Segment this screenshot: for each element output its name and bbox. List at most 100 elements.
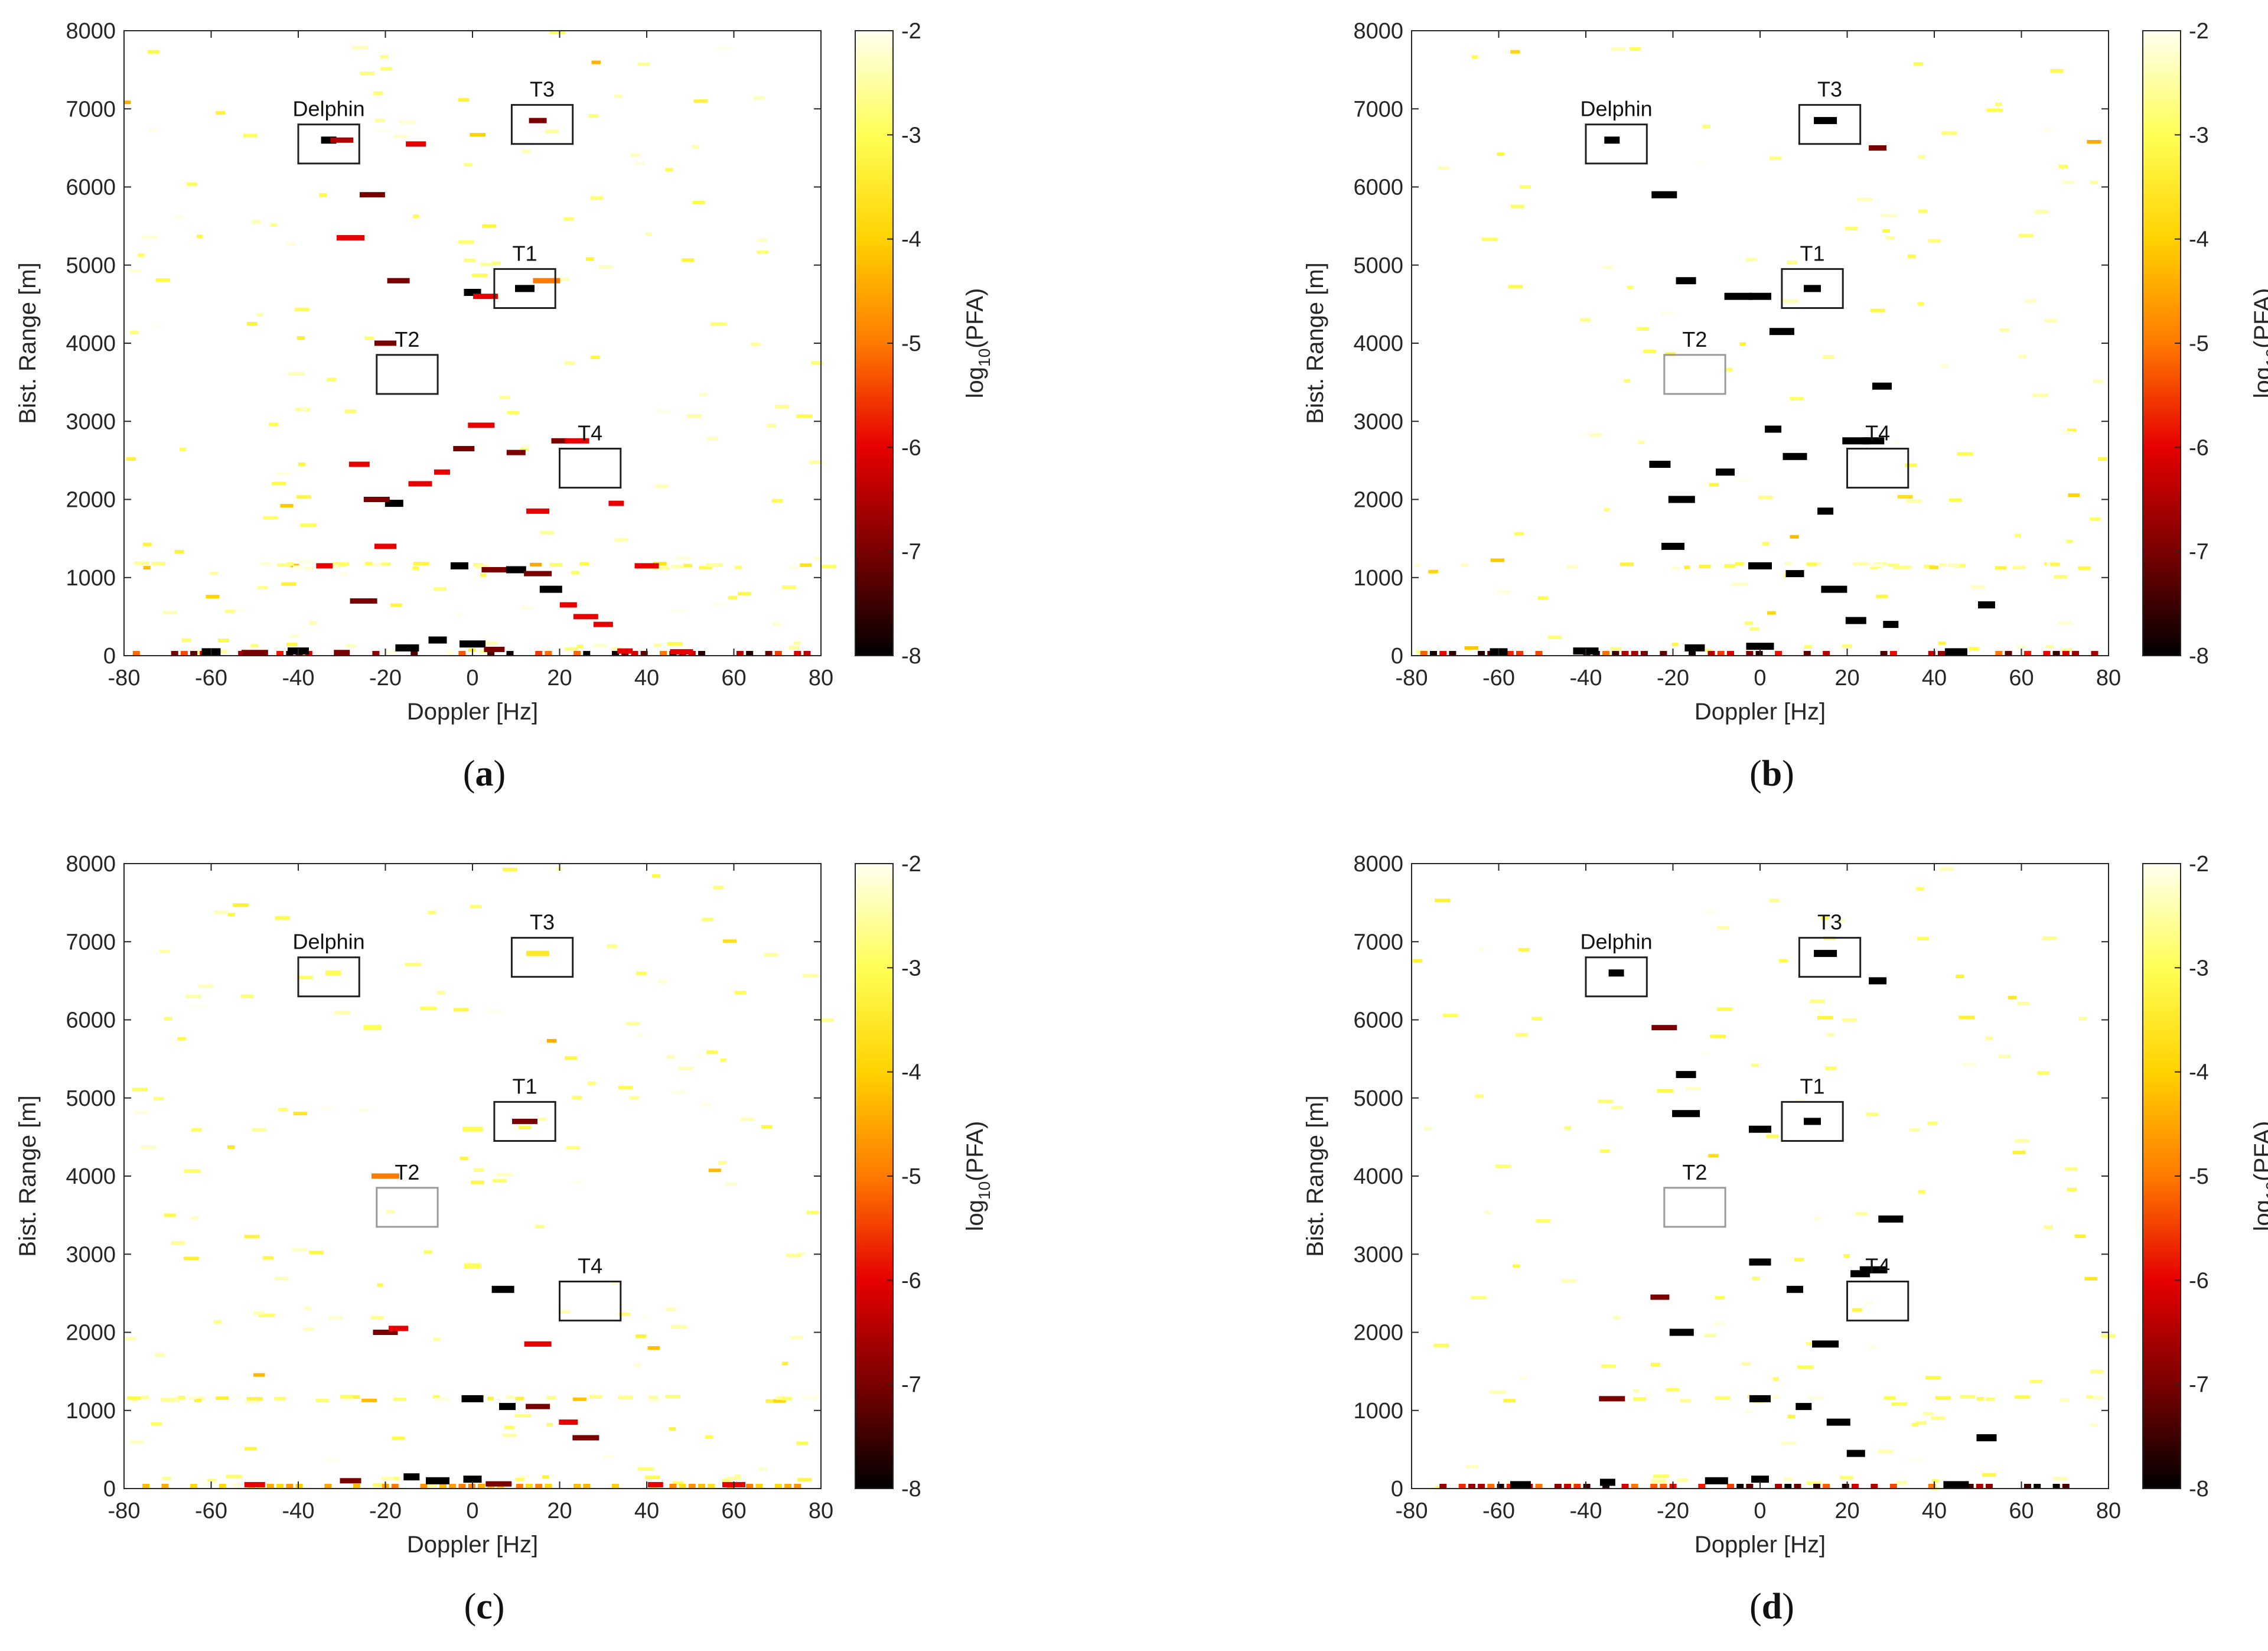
clutter-cell xyxy=(1470,1295,1487,1300)
clutter-cell xyxy=(1716,926,1729,930)
clutter-cell xyxy=(819,1018,834,1022)
clutter-cell xyxy=(591,356,600,360)
colorbar-label-main: log xyxy=(2250,367,2268,398)
x-tick-label: 60 xyxy=(721,1499,746,1523)
ground-clutter-cell xyxy=(372,651,380,656)
ground-clutter-cell xyxy=(698,651,705,656)
clutter-cell xyxy=(734,991,747,995)
clutter-cell xyxy=(2067,428,2077,432)
caption-letter: d xyxy=(1762,1587,1782,1627)
clutter-cell xyxy=(2062,180,2075,184)
colorbar-label-main: log xyxy=(962,1200,988,1231)
clutter-cell xyxy=(420,1007,436,1011)
clutter-cell xyxy=(2058,621,2073,625)
clutter-cell xyxy=(243,133,258,138)
colorbar-tick-label: -8 xyxy=(2189,644,2209,669)
ground-clutter-cell xyxy=(1621,1484,1629,1489)
clutter-cell xyxy=(503,867,518,871)
clutter-cell xyxy=(1531,1017,1542,1021)
x-tick-label: -80 xyxy=(108,666,141,691)
detection-cell xyxy=(481,567,507,572)
clutter-cell xyxy=(535,1225,545,1229)
clutter-cell xyxy=(190,1396,197,1400)
clutter-cell xyxy=(1960,1395,1976,1399)
clutter-cell xyxy=(1915,1421,1927,1425)
target-label: T3 xyxy=(530,910,555,934)
clutter-cell xyxy=(518,1475,529,1479)
clutter-cell xyxy=(1957,452,1973,456)
target-box-t2 xyxy=(1663,354,1726,395)
clutter-cell xyxy=(187,182,198,186)
clutter-cell xyxy=(1712,1322,1726,1326)
clutter-cell xyxy=(1956,975,1964,979)
clutter-cell xyxy=(415,562,423,565)
detection-cell xyxy=(374,543,396,549)
clutter-cell xyxy=(141,235,158,239)
clutter-cell xyxy=(134,1111,148,1115)
clutter-cell xyxy=(687,414,702,418)
clutter-cell xyxy=(782,585,797,590)
clutter-cell xyxy=(1893,565,1909,569)
clutter-cell xyxy=(1633,1397,1646,1401)
ground-clutter-cell xyxy=(774,1484,782,1489)
clutter-cell xyxy=(481,641,498,646)
clutter-cell xyxy=(2090,1369,2104,1373)
clutter-cell xyxy=(637,1033,644,1037)
detection-cell xyxy=(462,1126,483,1132)
clutter-cell xyxy=(1471,55,1478,59)
ground-clutter-cell xyxy=(171,651,178,656)
detection-cell xyxy=(1795,1403,1812,1411)
target-box-t1 xyxy=(493,268,556,309)
clutter-cell xyxy=(1705,649,1712,653)
clutter-cell xyxy=(244,1235,260,1239)
clutter-cell xyxy=(592,644,608,648)
clutter-cell xyxy=(1633,1389,1639,1393)
y-tick-label: 8000 xyxy=(1353,852,1403,877)
ground-clutter-cell xyxy=(1995,651,2003,656)
ground-clutter-cell xyxy=(1746,651,1754,656)
ground-clutter-cell xyxy=(669,1484,677,1489)
clutter-cell xyxy=(251,220,260,224)
ground-clutter-cell xyxy=(2005,651,2012,656)
clutter-cell xyxy=(352,45,369,50)
clutter-cell xyxy=(670,610,685,614)
clutter-cell xyxy=(1794,1099,1808,1103)
clutter-cell xyxy=(304,566,314,570)
clutter-cell xyxy=(738,592,751,596)
x-tick-label: 40 xyxy=(634,1499,659,1523)
clutter-cell xyxy=(480,262,493,266)
clutter-cell xyxy=(1685,1087,1701,1090)
clutter-cell xyxy=(2018,354,2026,359)
clutter-cell xyxy=(1917,937,1929,940)
target-box-delphin xyxy=(297,956,360,998)
clutter-cell xyxy=(1869,1345,1876,1349)
clutter-cell xyxy=(1918,209,1928,213)
clutter-cell xyxy=(1428,569,1438,574)
colorbar-label: log10(PFA) xyxy=(2250,288,2268,399)
y-axis-label: Bist. Range [m] xyxy=(15,262,41,424)
clutter-cell xyxy=(189,1396,206,1401)
clutter-cell xyxy=(1864,1301,1873,1305)
colorbar-tick-label: -4 xyxy=(901,1060,921,1085)
clutter-cell xyxy=(423,1250,432,1254)
clutter-cell xyxy=(364,336,374,340)
clutter-cell xyxy=(1855,1212,1868,1216)
clutter-cell xyxy=(723,939,737,943)
clutter-cell xyxy=(1599,1149,1609,1153)
clutter-cell xyxy=(1995,566,2006,570)
ground-clutter-cell xyxy=(1535,1484,1543,1489)
clutter-cell xyxy=(653,643,662,647)
clutter-cell xyxy=(373,91,383,95)
clutter-cell xyxy=(274,1396,286,1401)
chart-panel-b: Delphin T3 T1 T2 T4 -80 -60 -40 -20 0 20 40 60 80 0 100… xyxy=(1302,19,2268,794)
clutter-cell xyxy=(1751,1063,1759,1067)
clutter-cell xyxy=(735,565,742,569)
clutter-cell xyxy=(665,1395,681,1398)
clutter-cell xyxy=(558,1310,571,1314)
x-tick-label: -40 xyxy=(282,1499,315,1523)
x-tick-label: 0 xyxy=(1754,666,1766,691)
target-box-delphin xyxy=(1585,123,1648,165)
clutter-cell xyxy=(315,1399,329,1402)
detection-cell xyxy=(1804,285,1821,292)
